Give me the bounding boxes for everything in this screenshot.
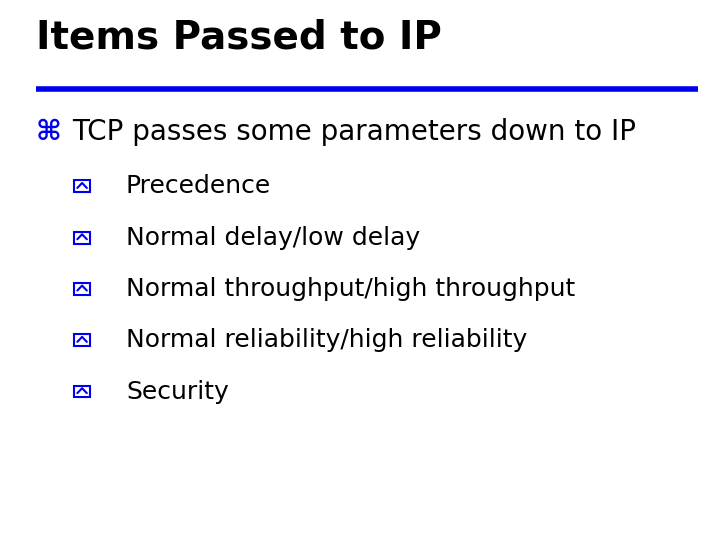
Bar <box>74 180 90 192</box>
Text: Items Passed to IP: Items Passed to IP <box>36 19 442 57</box>
Text: TCP passes some parameters down to IP: TCP passes some parameters down to IP <box>72 118 636 146</box>
Bar <box>74 334 90 346</box>
Text: Normal delay/low delay: Normal delay/low delay <box>126 226 420 249</box>
Text: Normal reliability/high reliability: Normal reliability/high reliability <box>126 328 527 352</box>
Text: Security: Security <box>126 380 229 403</box>
Bar <box>74 232 90 244</box>
Text: Precedence: Precedence <box>126 174 271 198</box>
Bar <box>74 283 90 295</box>
Text: ⌘: ⌘ <box>36 118 62 146</box>
Text: Normal throughput/high throughput: Normal throughput/high throughput <box>126 277 575 301</box>
Bar <box>74 386 90 397</box>
